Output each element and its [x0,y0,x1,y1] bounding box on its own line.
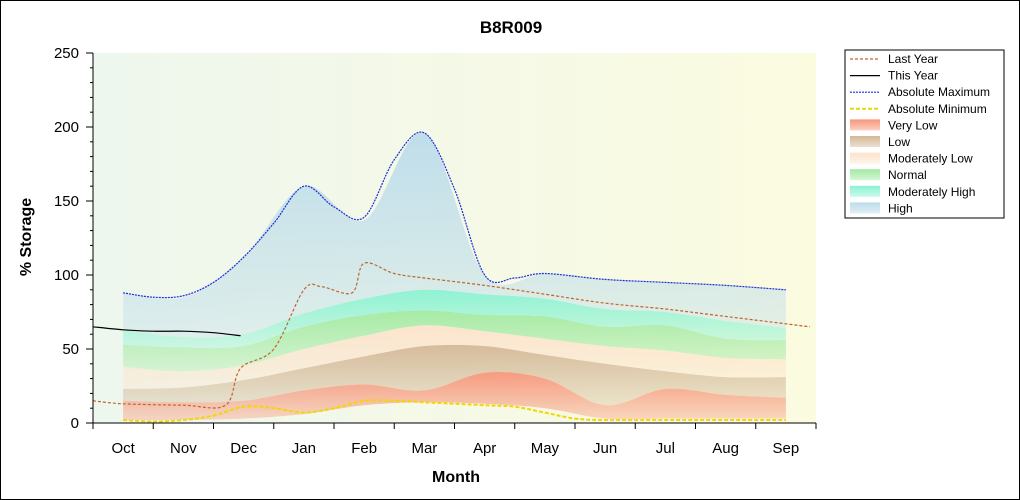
y-tick-label: 0 [71,415,79,432]
band-very-low [123,372,786,421]
y-tick-label: 250 [54,45,79,62]
legend-label-last-year: Last Year [888,52,938,66]
chart-title: B8R009 [480,18,542,37]
series-absolute-maximum [123,131,786,299]
legend-label-this-year: This Year [888,69,938,83]
legend: Last Year This Year Absolute Maximum Absolu… [850,52,990,215]
x-tick-label: Aug [712,440,739,457]
series-this-year [92,326,241,337]
series-absolute-minimum [123,399,786,423]
legend-label-very-low: Very Low [888,118,938,132]
x-tick-label: May [531,440,560,457]
y-tick-label: 100 [54,267,79,284]
x-tick-label: Oct [111,440,135,457]
x-tick-label: Jun [593,440,617,457]
axes-layer: 0 50 100 150 200 250 Oct Nov Dec Jan Feb Mar Apr May J… [54,45,817,457]
x-axis-label: Month [432,469,480,486]
legend-label-absolute-minimum: Absolute Minimum [888,102,987,116]
legend-swatch-moderately-high [850,185,880,197]
y-axis-label: % Storage [18,198,35,276]
x-tick-label: Jan [292,440,316,457]
legend-label-high: High [888,201,913,215]
x-tick-label: Apr [473,440,496,457]
band-moderately-low [123,325,786,389]
legend-label-absolute-maximum: Absolute Maximum [888,85,990,99]
legend-swatch-high [850,202,880,214]
x-tick-label: Jul [656,440,675,457]
band-moderately-high [123,289,786,349]
x-tick-label: Mar [411,440,437,457]
x-tick-label: Feb [351,440,377,457]
y-tick-label: 200 [54,119,79,136]
legend-swatch-normal [850,169,880,181]
legend-swatch-moderately-low [850,152,880,164]
legend-label-normal: Normal [888,168,927,182]
legend-label-moderately-low: Moderately Low [888,152,973,166]
x-tick-label: Nov [170,440,197,457]
band-high [123,132,786,338]
x-tick-label: Dec [230,440,257,457]
legend-label-moderately-high: Moderately High [888,185,975,199]
legend-label-low: Low [888,135,910,149]
bands-layer [123,132,786,421]
band-low [123,344,786,406]
legend-swatch-very-low [850,119,880,131]
x-tick-label: Sep [773,440,800,457]
legend-swatch-low [850,136,880,147]
band-normal [123,310,786,372]
y-tick-label: 50 [62,341,79,358]
y-tick-label: 150 [54,193,79,210]
lines-layer [92,131,811,423]
